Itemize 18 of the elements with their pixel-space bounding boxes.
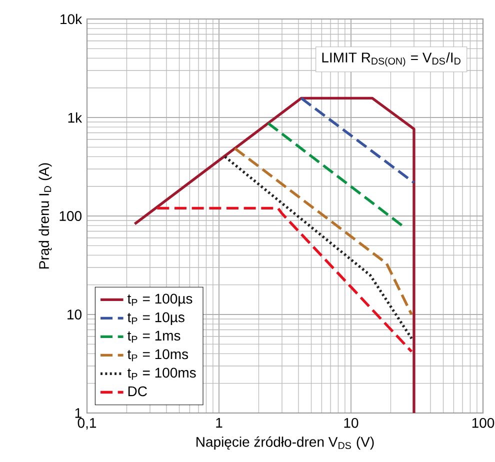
legend-label: t$_{P}$ = 100ms <box>127 368 196 380</box>
legend-label: t$_{P}$ = 10µs <box>127 312 184 325</box>
legend-label: t$_{P}$ = 100µs <box>127 294 192 306</box>
x-tick-label: 1 <box>216 418 222 428</box>
legend-label: t$_{P}$ = 1ms <box>127 330 180 343</box>
x-tick-label: 100 <box>472 418 494 428</box>
y-tick-label: 10k <box>60 14 82 24</box>
y-tick-label: 10 <box>68 310 82 320</box>
x-axis-title: Napięcie źródło-dren V$_{DS}$ (V) <box>196 436 374 450</box>
y-tick-label: 1 <box>75 408 82 418</box>
legend-label: DC <box>128 386 147 396</box>
x-tick-label: 10 <box>344 418 358 428</box>
annotation: LIMIT R$_{DS(ON)}$ = V$_{DS}$/I$_{D}$ <box>322 52 460 67</box>
y-tick-label: 100 <box>60 211 82 221</box>
x-tick-label: 0,1 <box>78 418 96 430</box>
legend-label: t$_{P}$ = 10ms <box>127 349 188 362</box>
y-axis-title: Prąd drenu I$_{D}$ (A) <box>38 163 52 269</box>
y-tick-label: 1k <box>68 112 82 123</box>
